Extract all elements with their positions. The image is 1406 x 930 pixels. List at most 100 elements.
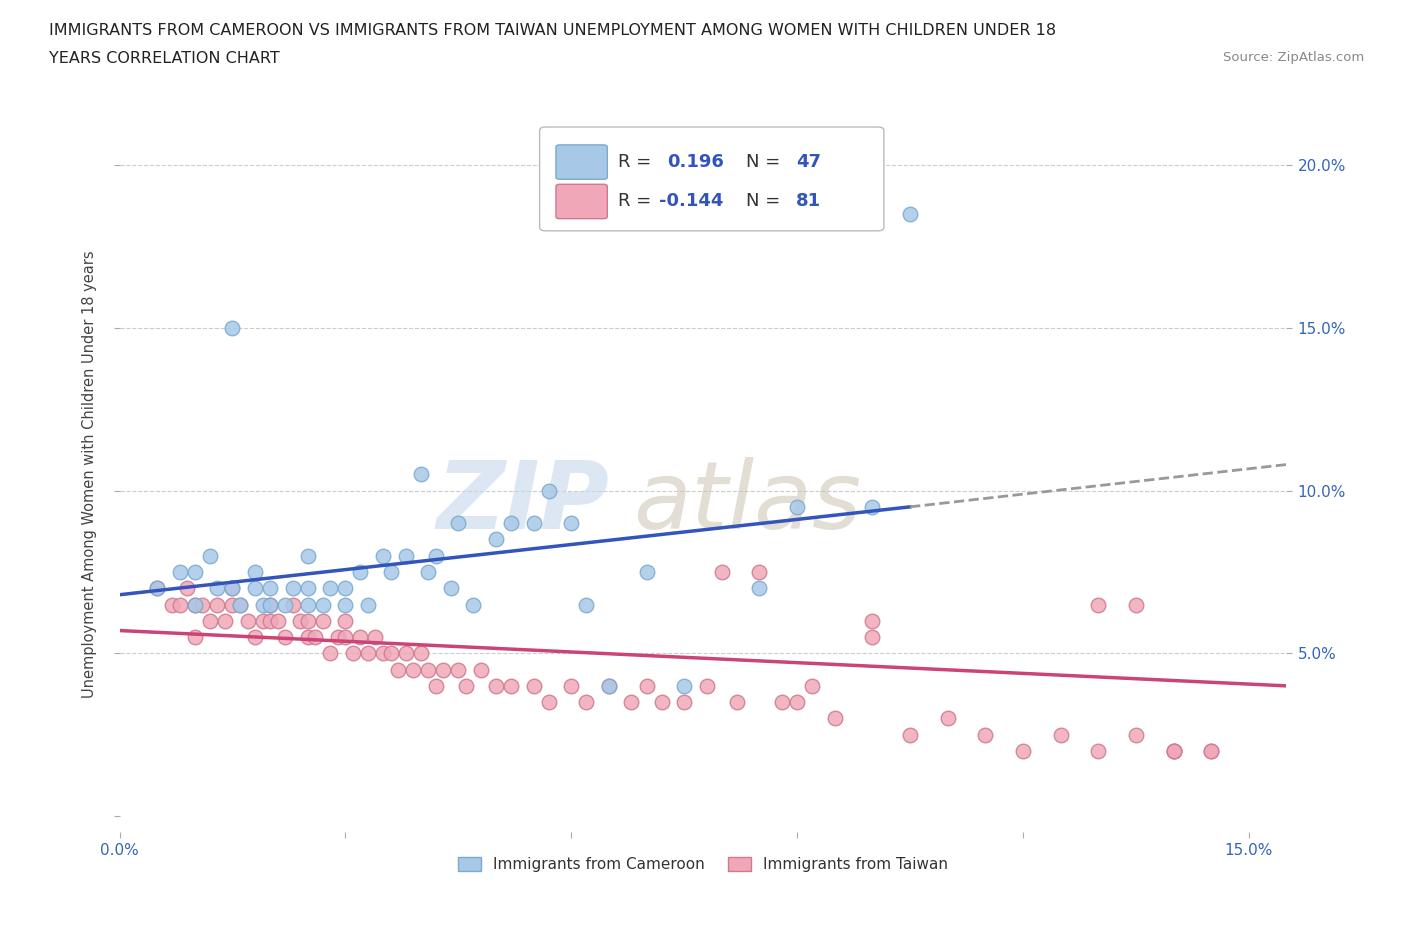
Point — [575, 597, 598, 612]
Point — [936, 711, 959, 725]
Point — [447, 515, 470, 530]
Point — [898, 206, 921, 221]
Point — [357, 597, 380, 612]
Point — [349, 565, 371, 579]
Point — [146, 580, 169, 595]
Point — [297, 548, 319, 563]
Point — [409, 645, 432, 660]
Point — [860, 499, 883, 514]
Point — [770, 695, 793, 710]
Point — [312, 614, 335, 629]
Point — [357, 645, 380, 660]
Point — [387, 662, 409, 677]
Point — [425, 548, 447, 563]
Point — [432, 662, 454, 677]
Point — [673, 679, 696, 694]
Point — [364, 630, 387, 644]
Point — [860, 630, 883, 644]
Text: 47: 47 — [796, 153, 821, 171]
Text: Source: ZipAtlas.com: Source: ZipAtlas.com — [1223, 51, 1364, 64]
Point — [560, 679, 582, 694]
Point — [243, 580, 266, 595]
Point — [537, 484, 560, 498]
Point — [1163, 744, 1185, 759]
Point — [1163, 744, 1185, 759]
Point — [860, 614, 883, 629]
FancyBboxPatch shape — [540, 127, 884, 231]
Point — [380, 565, 402, 579]
Point — [335, 630, 357, 644]
Point — [454, 679, 477, 694]
Point — [160, 597, 183, 612]
Point — [304, 630, 326, 644]
Point — [651, 695, 673, 710]
Point — [184, 597, 207, 612]
Point — [523, 515, 546, 530]
Y-axis label: Unemployment Among Women with Children Under 18 years: Unemployment Among Women with Children U… — [83, 250, 97, 698]
Point — [402, 662, 425, 677]
Point — [290, 614, 312, 629]
Point — [229, 597, 252, 612]
Point — [184, 565, 207, 579]
Point — [409, 467, 432, 482]
Point — [198, 548, 221, 563]
Point — [274, 597, 297, 612]
Point — [1087, 744, 1109, 759]
Point — [710, 565, 733, 579]
Text: ZIP: ZIP — [437, 457, 610, 549]
Point — [221, 597, 243, 612]
Point — [786, 695, 808, 710]
Text: 81: 81 — [796, 193, 821, 210]
Point — [1012, 744, 1035, 759]
Point — [342, 645, 364, 660]
Point — [236, 614, 259, 629]
Point — [297, 580, 319, 595]
Point — [335, 580, 357, 595]
Point — [974, 727, 997, 742]
Point — [394, 548, 416, 563]
Point — [801, 679, 824, 694]
FancyBboxPatch shape — [555, 145, 607, 179]
Text: N =: N = — [747, 193, 786, 210]
Point — [1087, 597, 1109, 612]
Point — [274, 630, 297, 644]
Point — [266, 614, 288, 629]
Point — [281, 597, 304, 612]
Point — [243, 565, 266, 579]
Point — [259, 580, 281, 595]
Point — [748, 580, 770, 595]
Point — [349, 630, 371, 644]
Point — [898, 727, 921, 742]
Point — [371, 645, 394, 660]
Point — [499, 679, 522, 694]
Text: N =: N = — [747, 153, 786, 171]
Point — [440, 580, 463, 595]
Point — [221, 580, 243, 595]
Point — [297, 597, 319, 612]
Point — [281, 580, 304, 595]
Point — [1049, 727, 1071, 742]
Point — [319, 645, 342, 660]
Point — [335, 614, 357, 629]
Point — [499, 515, 522, 530]
Point — [636, 679, 658, 694]
Point — [326, 630, 349, 644]
Point — [243, 630, 266, 644]
Text: R =: R = — [617, 193, 657, 210]
Point — [636, 565, 658, 579]
Point — [335, 597, 357, 612]
Point — [221, 320, 243, 336]
Point — [824, 711, 846, 725]
Point — [252, 597, 274, 612]
Point — [319, 580, 342, 595]
Point — [198, 614, 221, 629]
Point — [259, 597, 281, 612]
Point — [176, 580, 198, 595]
Point — [485, 532, 508, 547]
Point — [297, 614, 319, 629]
Point — [485, 679, 508, 694]
Point — [463, 597, 485, 612]
Point — [748, 565, 770, 579]
Point — [1163, 744, 1185, 759]
Point — [169, 565, 191, 579]
